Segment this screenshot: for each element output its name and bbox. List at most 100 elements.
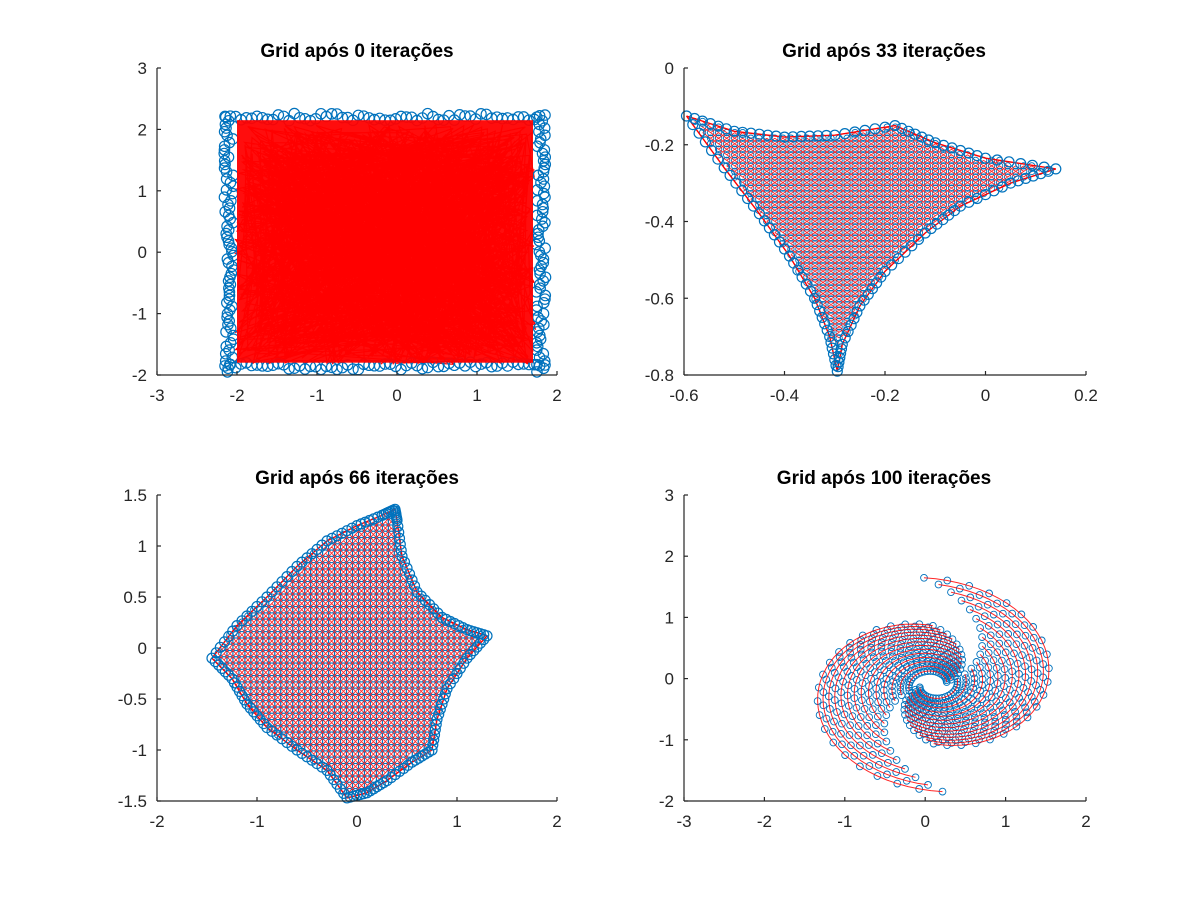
data-point-marker <box>779 162 787 170</box>
data-point-marker <box>886 703 894 712</box>
data-point-marker <box>936 625 945 634</box>
data-point-marker <box>912 659 921 667</box>
data-point-marker <box>931 206 940 214</box>
data-point-marker <box>916 699 925 707</box>
x-tick-label: -0.4 <box>770 386 799 405</box>
data-point-marker <box>835 653 844 661</box>
data-point-marker <box>843 206 851 214</box>
data-point-marker <box>835 234 843 242</box>
data-point-marker <box>939 151 948 159</box>
data-point-marker <box>981 656 989 665</box>
data-point-marker <box>915 212 924 220</box>
data-point-marker <box>819 189 827 198</box>
data-point-marker <box>899 178 907 187</box>
data-point-marker <box>747 167 755 176</box>
data-point-marker <box>851 201 859 209</box>
data-point-marker <box>714 145 723 153</box>
boundary-marker <box>439 688 451 700</box>
boundary-marker <box>1038 161 1050 173</box>
data-point-marker <box>883 770 891 779</box>
data-point-marker <box>779 167 787 176</box>
data-point-marker <box>961 682 970 690</box>
data-point-marker <box>875 245 883 253</box>
data-point-marker <box>986 703 995 712</box>
data-point-marker <box>947 588 955 597</box>
data-point-marker <box>856 713 865 721</box>
boundary-marker <box>830 359 842 371</box>
data-point-marker <box>851 262 859 270</box>
data-point-marker <box>859 234 867 242</box>
data-point-marker <box>963 156 972 165</box>
data-point-marker <box>979 178 988 187</box>
boundary-marker <box>730 177 742 189</box>
x-tick-label: 2 <box>552 386 561 405</box>
data-point-marker <box>947 162 956 170</box>
boundary-marker <box>922 134 935 146</box>
subplot-title: Grid após 66 iterações <box>255 468 459 489</box>
data-point-marker <box>827 278 835 287</box>
data-point-marker <box>851 184 859 192</box>
data-point-marker <box>923 212 932 220</box>
data-point-marker <box>219 355 232 367</box>
y-tick-label: 1 <box>665 608 674 627</box>
data-point-marker <box>907 223 915 231</box>
data-point-marker <box>867 278 875 287</box>
data-point-marker <box>907 151 915 159</box>
data-point-marker <box>867 273 875 281</box>
data-point-marker <box>987 162 996 170</box>
data-point-marker <box>1008 609 1017 618</box>
data-point-marker <box>835 328 843 336</box>
data-point-marker <box>843 189 851 198</box>
data-point-marker <box>875 189 883 198</box>
data-point-marker <box>827 262 835 270</box>
y-tick-label: 0 <box>138 639 147 658</box>
data-point-marker <box>835 306 843 314</box>
data-point-marker <box>819 256 827 264</box>
data-point-marker <box>827 317 835 325</box>
data-point-marker <box>883 195 891 203</box>
data-point-marker <box>827 295 835 303</box>
data-point-marker <box>835 262 843 270</box>
data-point-marker <box>986 640 995 649</box>
x-tick-label: 0 <box>920 812 929 831</box>
data-point-marker <box>979 184 988 192</box>
data-point-marker <box>755 195 763 203</box>
data-point-marker <box>755 189 763 198</box>
data-point-marker <box>819 245 827 253</box>
data-point-marker <box>731 134 739 142</box>
data-point-marker <box>827 323 835 331</box>
data-point-marker <box>835 140 843 148</box>
y-tick-label: 1 <box>138 537 147 556</box>
data-point-marker <box>739 162 747 170</box>
data-point-marker <box>787 178 795 187</box>
data-point-marker <box>975 591 984 599</box>
data-point-marker <box>907 173 915 181</box>
data-point-marker <box>981 718 989 727</box>
data-point-marker <box>820 725 829 733</box>
boundary-marker <box>896 122 908 134</box>
data-point-marker <box>907 167 915 176</box>
data-point-marker <box>883 173 891 181</box>
data-point-marker <box>763 178 771 187</box>
data-point-marker <box>939 162 948 170</box>
boundary-marker <box>787 131 799 143</box>
data-point-marker <box>883 245 891 253</box>
data-point-marker <box>795 239 803 248</box>
boundary-marker <box>433 708 445 720</box>
data-point-marker <box>947 151 956 159</box>
boundary-marker <box>693 127 705 139</box>
data-point-marker <box>1012 640 1021 649</box>
data-point-marker <box>811 184 819 192</box>
data-point-marker <box>714 140 723 148</box>
data-point-marker <box>779 228 787 237</box>
data-point-marker <box>891 206 899 214</box>
data-point-marker <box>882 675 891 683</box>
data-point-marker <box>835 217 843 226</box>
data-point-marker <box>803 234 811 242</box>
data-point-marker <box>859 217 867 226</box>
data-point-marker <box>867 201 875 209</box>
data-point-marker <box>811 234 819 242</box>
data-point-marker <box>976 704 985 713</box>
data-point-marker <box>739 140 747 148</box>
